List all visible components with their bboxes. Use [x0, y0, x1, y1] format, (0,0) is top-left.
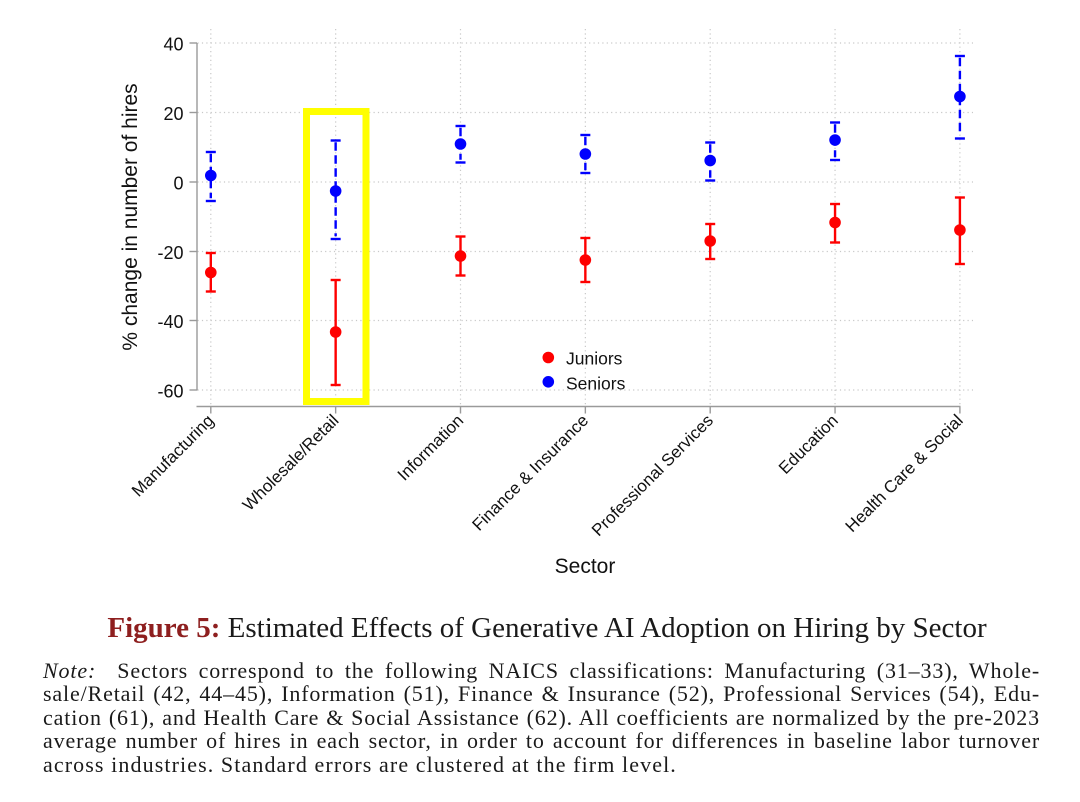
- svg-text:Sector: Sector: [555, 555, 616, 578]
- svg-text:Health Care & Social: Health Care & Social: [842, 411, 967, 536]
- svg-text:-60: -60: [157, 382, 183, 402]
- svg-text:Professional Services: Professional Services: [588, 411, 717, 540]
- svg-text:20: 20: [163, 104, 183, 124]
- svg-text:Juniors: Juniors: [566, 348, 623, 368]
- svg-text:Information: Information: [394, 411, 468, 485]
- svg-text:Wholesale/Retail: Wholesale/Retail: [239, 411, 343, 515]
- svg-text:40: 40: [163, 35, 183, 55]
- svg-text:Manufacturing: Manufacturing: [128, 411, 218, 501]
- svg-text:-40: -40: [157, 312, 183, 332]
- svg-text:0: 0: [173, 174, 183, 194]
- svg-text:Seniors: Seniors: [566, 373, 626, 393]
- svg-text:-20: -20: [157, 243, 183, 263]
- svg-text:% change in number of hires: % change in number of hires: [119, 83, 142, 350]
- svg-text:Education: Education: [775, 411, 842, 478]
- svg-text:Finance & Insurance: Finance & Insurance: [468, 411, 592, 535]
